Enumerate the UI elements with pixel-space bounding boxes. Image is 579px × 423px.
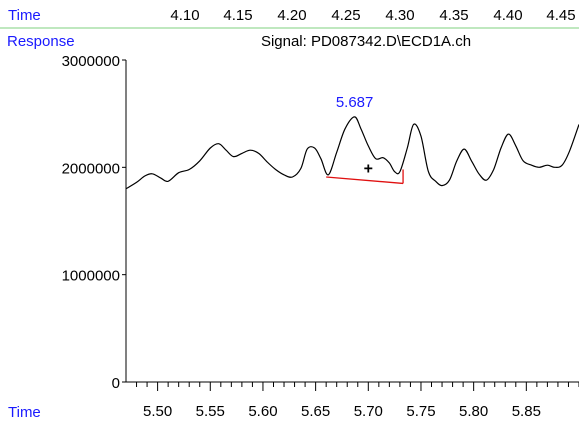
signal-title: Signal: PD087342.D\ECD1A.ch — [261, 33, 471, 50]
top-axis-tick-label: 4.40 — [493, 7, 522, 24]
top-time-axis: 4.10 4.15 4.20 4.25 4.30 4.35 4.40 4.45 — [170, 7, 575, 24]
top-axis-tick-label: 4.45 — [546, 7, 575, 24]
x-axis-ticks: 5.50 5.55 5.60 5.65 5.70 5.75 5.80 5.85 — [143, 382, 541, 420]
top-axis-tick-label: 4.10 — [170, 7, 199, 24]
response-axis-label: Response — [7, 33, 75, 50]
top-axis-tick-label: 4.15 — [223, 7, 252, 24]
x-axis-minor-ticks — [136, 382, 579, 387]
top-axis-tick-label: 4.35 — [439, 7, 468, 24]
peak-baseline — [326, 176, 404, 185]
x-tick-label: 5.65 — [301, 403, 330, 420]
peak-annotations: 5.687 + — [326, 94, 404, 185]
peak-centroid-marker: + — [364, 160, 373, 177]
x-tick-label: 5.80 — [459, 403, 488, 420]
x-tick-label: 5.50 — [143, 403, 172, 420]
x-tick-label: 5.55 — [196, 403, 225, 420]
top-axis-tick-label: 4.30 — [385, 7, 414, 24]
signal-trace — [125, 116, 579, 190]
top-axis-tick-label: 4.20 — [277, 7, 306, 24]
top-axis-tick-label: 4.25 — [331, 7, 360, 24]
y-tick-label: 3000000 — [62, 53, 120, 70]
x-tick-label: 5.75 — [406, 403, 435, 420]
top-time-axis-label: Time — [8, 7, 41, 24]
y-axis-ticks: 0 1000000 2000000 3000000 — [62, 53, 126, 392]
x-tick-label: 5.85 — [512, 403, 541, 420]
y-tick-label: 1000000 — [62, 268, 120, 285]
x-tick-label: 5.70 — [354, 403, 383, 420]
y-tick-label: 0 — [112, 375, 120, 392]
bottom-time-axis-label: Time — [8, 404, 41, 421]
x-tick-label: 5.60 — [248, 403, 277, 420]
y-tick-label: 2000000 — [62, 160, 120, 177]
peak-label: 5.687 — [336, 94, 374, 111]
